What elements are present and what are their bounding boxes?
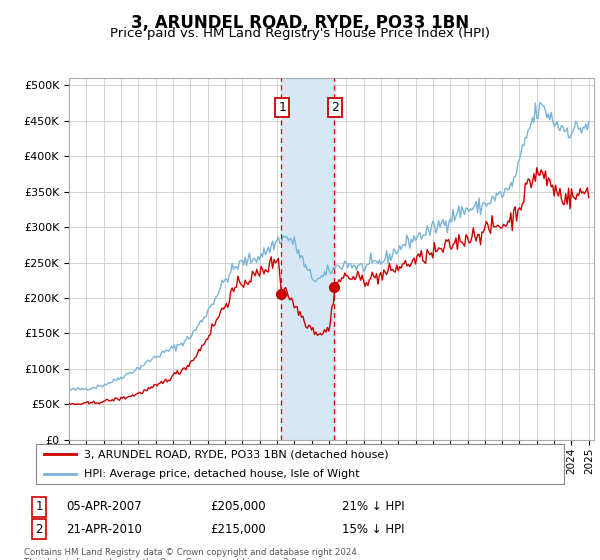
Text: 2: 2 bbox=[331, 101, 339, 114]
Text: 21-APR-2010: 21-APR-2010 bbox=[66, 522, 142, 536]
Bar bbox=[281, 78, 335, 440]
FancyBboxPatch shape bbox=[36, 444, 564, 484]
Text: 05-APR-2007: 05-APR-2007 bbox=[66, 500, 142, 514]
Text: £205,000: £205,000 bbox=[210, 500, 266, 514]
Text: 15% ↓ HPI: 15% ↓ HPI bbox=[342, 522, 404, 536]
Text: Price paid vs. HM Land Registry's House Price Index (HPI): Price paid vs. HM Land Registry's House … bbox=[110, 27, 490, 40]
Text: 1: 1 bbox=[278, 101, 286, 114]
Text: Contains HM Land Registry data © Crown copyright and database right 2024.
This d: Contains HM Land Registry data © Crown c… bbox=[24, 548, 359, 560]
Text: 3, ARUNDEL ROAD, RYDE, PO33 1BN: 3, ARUNDEL ROAD, RYDE, PO33 1BN bbox=[131, 14, 469, 32]
Text: 3, ARUNDEL ROAD, RYDE, PO33 1BN (detached house): 3, ARUNDEL ROAD, RYDE, PO33 1BN (detache… bbox=[83, 449, 388, 459]
Text: 2: 2 bbox=[35, 522, 43, 536]
Text: £215,000: £215,000 bbox=[210, 522, 266, 536]
Text: 21% ↓ HPI: 21% ↓ HPI bbox=[342, 500, 404, 514]
Text: 1: 1 bbox=[35, 500, 43, 514]
Text: HPI: Average price, detached house, Isle of Wight: HPI: Average price, detached house, Isle… bbox=[83, 469, 359, 479]
